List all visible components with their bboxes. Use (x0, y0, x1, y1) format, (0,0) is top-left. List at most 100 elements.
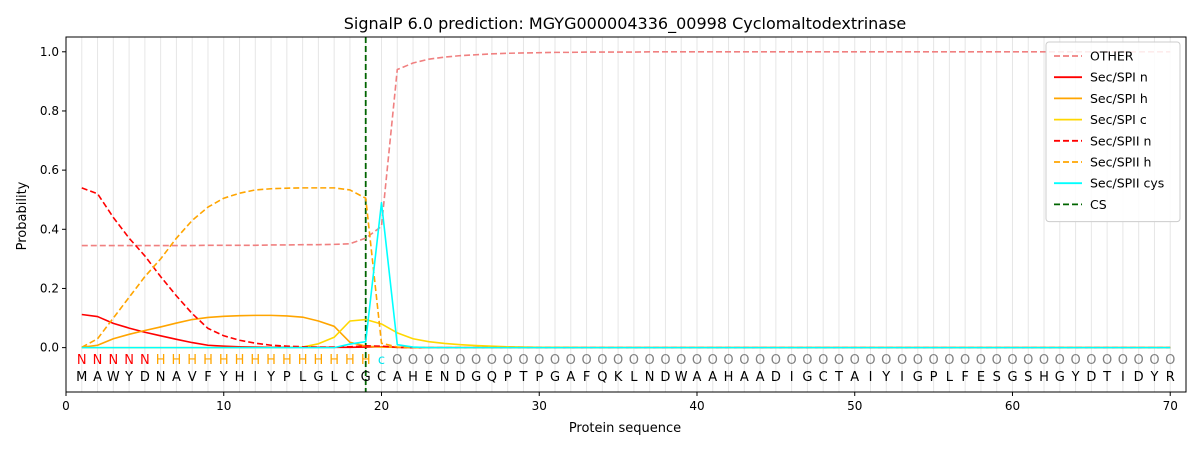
region-label-40: O (692, 353, 702, 368)
region-label-62: O (1039, 353, 1049, 368)
residue-label-70: R (1166, 370, 1175, 385)
residue-label-18: C (345, 370, 354, 385)
residue-label-5: D (140, 370, 150, 385)
residue-label-59: S (993, 370, 1001, 385)
residue-label-3: W (107, 370, 120, 385)
region-label-10: H (219, 353, 229, 368)
series-line-other (81, 50, 1171, 247)
x-tick-label-20: 20 (374, 399, 389, 413)
region-label-9: H (203, 353, 213, 368)
region-label-18: H (345, 353, 355, 368)
region-label-70: O (1165, 353, 1175, 368)
region-label-57: O (960, 353, 970, 368)
residue-label-31: G (550, 370, 560, 385)
region-label-54: O (913, 353, 923, 368)
region-label-14: H (282, 353, 292, 368)
region-label-45: O (771, 353, 781, 368)
region-label-67: O (1118, 353, 1128, 368)
residue-label-53: I (900, 370, 904, 385)
residue-label-54: G (913, 370, 923, 385)
residue-label-30: P (535, 370, 543, 385)
region-label-33: O (581, 353, 591, 368)
region-label-58: O (976, 353, 986, 368)
legend-label-sec-spii-h: Sec/SPII h (1090, 155, 1151, 170)
x-axis-label: Protein sequence (569, 421, 681, 436)
residue-label-66: T (1102, 370, 1111, 385)
residue-label-13: Y (266, 370, 275, 385)
region-label-26: O (471, 353, 481, 368)
residue-label-58: E (977, 370, 985, 385)
residue-label-60: G (1007, 370, 1017, 385)
region-label-21: O (392, 353, 402, 368)
residue-label-4: Y (124, 370, 133, 385)
region-label-23: O (424, 353, 434, 368)
residue-label-61: S (1024, 370, 1032, 385)
residue-label-20: C (377, 370, 386, 385)
x-tick-label-70: 70 (1163, 399, 1178, 413)
series-line-sec-spi-c (81, 318, 1171, 349)
region-label-64: O (1070, 353, 1080, 368)
region-label-61: O (1023, 353, 1033, 368)
region-label-35: O (613, 353, 623, 368)
residue-label-33: F (583, 370, 590, 385)
region-label-59: O (992, 353, 1002, 368)
legend-label-sec-spi-h: Sec/SPI h (1090, 91, 1148, 106)
region-label-8: H (187, 353, 197, 368)
residue-label-55: P (930, 370, 938, 385)
series-line-sec-spii-h (81, 187, 1171, 349)
residue-label-26: G (471, 370, 481, 385)
region-label-6: H (156, 353, 166, 368)
legend-label-sec-spi-n: Sec/SPI n (1090, 70, 1148, 85)
legend-label-sec-spi-c: Sec/SPI c (1090, 112, 1147, 127)
residue-label-22: H (408, 370, 418, 385)
x-tick-label-10: 10 (216, 399, 231, 413)
region-label-52: O (881, 353, 891, 368)
region-label-22: O (408, 353, 418, 368)
residue-label-52: Y (881, 370, 890, 385)
residue-label-68: D (1134, 370, 1144, 385)
residue-label-23: E (425, 370, 433, 385)
region-label-5: N (140, 353, 150, 368)
region-label-16: H (314, 353, 324, 368)
residue-label-46: I (790, 370, 794, 385)
plot-area: NMNANWNYNDHNHAHVHFHYHHHIHYHPHLHGHLHCHGcC… (40, 36, 1187, 413)
residue-label-19: G (361, 370, 371, 385)
residue-label-15: L (299, 370, 307, 385)
y-tick-label-0.2: 0.2 (40, 281, 59, 295)
residue-label-1: M (76, 370, 87, 385)
region-label-56: O (944, 353, 954, 368)
region-label-38: O (660, 353, 670, 368)
y-tick-label-0.8: 0.8 (40, 104, 59, 118)
x-tick-label-0: 0 (62, 399, 70, 413)
region-label-2: N (93, 353, 103, 368)
residue-label-24: N (440, 370, 450, 385)
residue-label-69: Y (1149, 370, 1158, 385)
residue-label-34: Q (597, 370, 607, 385)
region-label-69: O (1149, 353, 1159, 368)
residue-label-42: H (724, 370, 734, 385)
residue-label-12: I (253, 370, 257, 385)
residue-label-63: G (1055, 370, 1065, 385)
region-label-49: O (834, 353, 844, 368)
residue-label-16: G (313, 370, 323, 385)
residue-label-45: D (771, 370, 781, 385)
legend-label-cs: CS (1090, 197, 1107, 212)
series-line-sec-spii-cys (81, 201, 1171, 349)
legend: OTHER Sec/SPI n Sec/SPI h Sec/SPI c Sec/SPII… (1045, 41, 1181, 223)
residue-label-2: A (93, 370, 102, 385)
region-label-13: H (266, 353, 276, 368)
y-tick-label-1: 1.0 (40, 45, 59, 59)
residue-label-50: A (850, 370, 859, 385)
residue-label-6: N (156, 370, 166, 385)
residue-label-64: Y (1071, 370, 1080, 385)
residue-label-56: L (946, 370, 954, 385)
region-label-53: O (897, 353, 907, 368)
region-label-50: O (850, 353, 860, 368)
region-label-51: O (865, 353, 875, 368)
residue-label-38: D (660, 370, 670, 385)
region-label-20: c (378, 353, 385, 368)
region-label-28: O (503, 353, 513, 368)
series-line-sec-spi-h (81, 314, 1171, 349)
